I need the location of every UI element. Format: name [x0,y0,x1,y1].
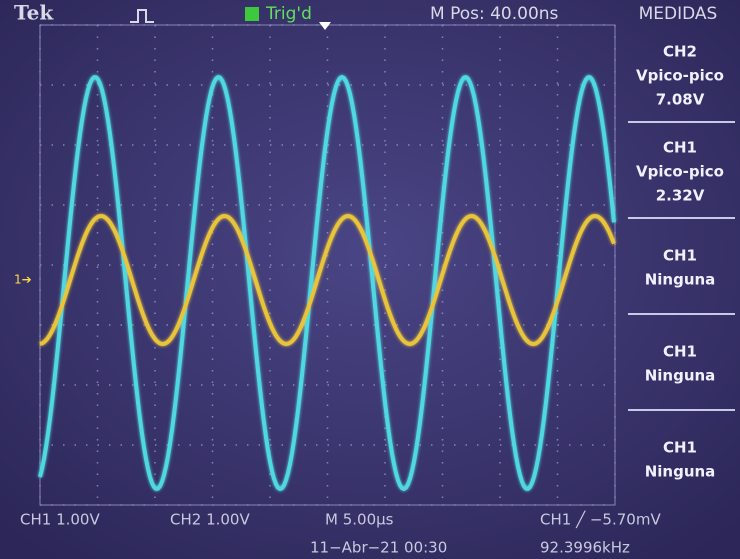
measurement-channel: CH1 [663,439,697,457]
trigger-level: CH1 ╱ −5.70mV [540,511,661,529]
oscilloscope-screen: Tek Trig'd M Pos: 40.00ns MEDIDAS CH2 Vpi… [0,0,740,559]
trigger-indicator [245,7,259,21]
measurement-channel: CH1 [663,247,697,265]
trigger-status: Trig'd [265,4,312,24]
measurement-type: Ninguna [645,367,716,385]
timebase: M 5.00µs [325,511,394,529]
ch1-scale: CH1 1.00V [20,511,100,529]
measurement-type: Vpico-pico [636,67,724,85]
measurement-value: 7.08V [656,91,705,109]
date-time: 11−Abr−21 00:30 [310,539,447,557]
measurement-channel: CH2 [663,43,697,61]
frequency: 92.3996kHz [540,539,630,557]
menu-title: MEDIDAS [639,4,718,24]
measurement-channel: CH1 [663,343,697,361]
measurement-type: Vpico-pico [636,163,724,181]
ch1-marker: 1➔ [14,273,32,287]
ch2-scale: CH2 1.00V [170,511,250,529]
measurement-type: Ninguna [645,463,716,481]
brand: Tek [14,1,54,25]
background [0,0,740,559]
measurement-channel: CH1 [663,139,697,157]
horizontal-position: M Pos: 40.00ns [430,4,559,24]
measurement-type: Ninguna [645,271,716,289]
measurement-value: 2.32V [656,187,705,205]
